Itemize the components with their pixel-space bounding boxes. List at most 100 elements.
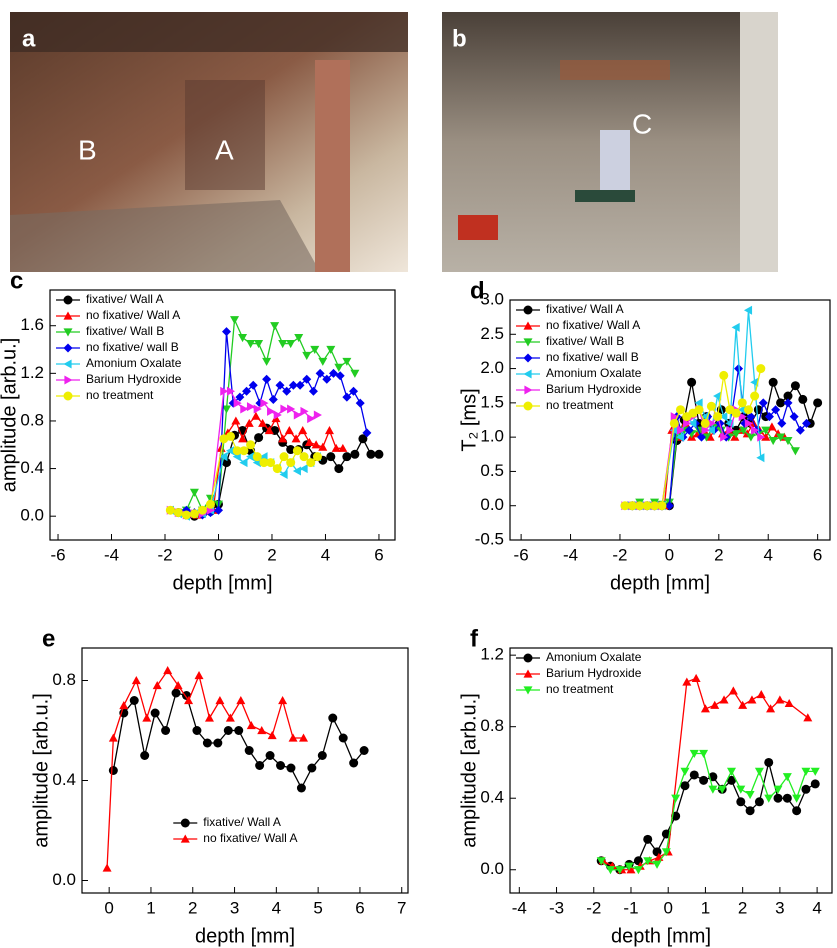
panel-letter: f — [470, 625, 479, 652]
x-tick-label: -3 — [549, 898, 564, 917]
data-point — [739, 426, 749, 435]
data-point — [750, 377, 759, 387]
wall-panel — [185, 80, 265, 190]
data-point — [784, 698, 794, 708]
y-tick-label: 3.0 — [480, 289, 504, 308]
instrument — [600, 130, 630, 190]
y-tick-label: 0.0 — [480, 859, 504, 878]
data-point — [720, 432, 729, 442]
x-tick-label: 4 — [321, 545, 330, 564]
data-point — [754, 797, 764, 807]
data-point — [744, 418, 753, 428]
data-point — [119, 701, 129, 710]
legend-label: Barium Hydroxide — [546, 382, 642, 396]
data-point — [292, 446, 302, 456]
data-point — [181, 510, 191, 520]
data-point — [766, 704, 776, 713]
data-point — [306, 458, 316, 468]
x-tick-label: 4 — [272, 898, 281, 917]
y-axis-label: amplitude [arb.u.] — [0, 338, 20, 493]
data-point — [768, 436, 778, 446]
data-point — [726, 767, 736, 776]
data-point — [736, 797, 746, 807]
data-point — [743, 405, 753, 415]
data-point — [222, 327, 232, 337]
data-point — [254, 339, 264, 349]
data-point — [318, 357, 328, 366]
data-point — [140, 751, 150, 760]
data-point — [764, 412, 774, 422]
data-point — [730, 432, 740, 441]
legend-marker — [523, 653, 533, 663]
data-point — [761, 432, 771, 441]
plot-frame — [509, 647, 833, 894]
data-point — [338, 443, 348, 452]
data-point — [108, 733, 118, 742]
data-point — [657, 501, 667, 511]
data-point — [801, 767, 811, 776]
data-point — [278, 696, 288, 705]
data-point — [184, 696, 194, 705]
data-point — [624, 862, 634, 871]
data-point — [700, 704, 710, 713]
data-point — [689, 749, 699, 759]
data-point — [751, 425, 760, 435]
data-point — [334, 363, 344, 372]
plot-frame — [49, 289, 396, 541]
x-tick-label: 5 — [313, 898, 322, 917]
data-point — [691, 673, 701, 683]
panel-letter: b — [452, 25, 467, 52]
data-point — [246, 452, 255, 462]
data-point — [652, 847, 662, 857]
data-point — [810, 779, 820, 789]
data-point — [746, 433, 756, 442]
legend-marker — [523, 338, 533, 347]
plot-frame — [81, 647, 409, 894]
data-point — [255, 761, 265, 770]
data-point — [726, 775, 736, 785]
data-point — [342, 392, 352, 402]
legend-label: fixative/ Wall B — [86, 324, 164, 338]
data-point — [251, 411, 261, 420]
x-tick-label: 6 — [813, 545, 822, 564]
legend-label: no treatment — [546, 682, 614, 696]
data-point — [222, 458, 232, 468]
data-point — [713, 391, 722, 401]
data-point — [275, 380, 285, 390]
x-tick-label: 4 — [763, 545, 772, 564]
data-point — [197, 505, 207, 515]
data-point — [205, 499, 215, 509]
data-point — [642, 501, 652, 511]
data-point — [699, 775, 709, 785]
data-point — [267, 731, 277, 740]
data-point — [286, 763, 296, 773]
data-point — [299, 452, 309, 462]
plot-frame — [509, 299, 831, 541]
data-point — [738, 700, 748, 709]
legend-label: fixative/ Wall A — [546, 302, 624, 316]
chart-panel: -4 -3 -2 -1 0 1 2 3 4 0.0 0.4 0.8 1.2 depth [mm] ampli… — [458, 625, 833, 947]
data-point — [225, 713, 235, 722]
x-tick-label: 7 — [397, 898, 406, 917]
data-point — [737, 398, 747, 408]
ceiling — [10, 12, 408, 52]
data-point — [213, 738, 223, 748]
data-point — [355, 398, 365, 408]
x-tick-label: 2 — [738, 898, 747, 917]
legend-marker — [180, 834, 190, 843]
data-point — [694, 398, 703, 408]
data-point — [358, 434, 368, 444]
data-point — [246, 339, 256, 349]
data-point — [626, 865, 636, 874]
data-point — [754, 767, 764, 776]
y-axis-label: amplitude [arb.u.] — [458, 693, 480, 848]
data-point — [708, 785, 718, 794]
data-point — [244, 418, 254, 427]
data-point — [669, 418, 679, 428]
data-point — [259, 458, 269, 468]
data-point — [342, 452, 352, 462]
data-point — [773, 793, 783, 803]
data-point — [615, 866, 625, 875]
data-point — [173, 681, 183, 690]
